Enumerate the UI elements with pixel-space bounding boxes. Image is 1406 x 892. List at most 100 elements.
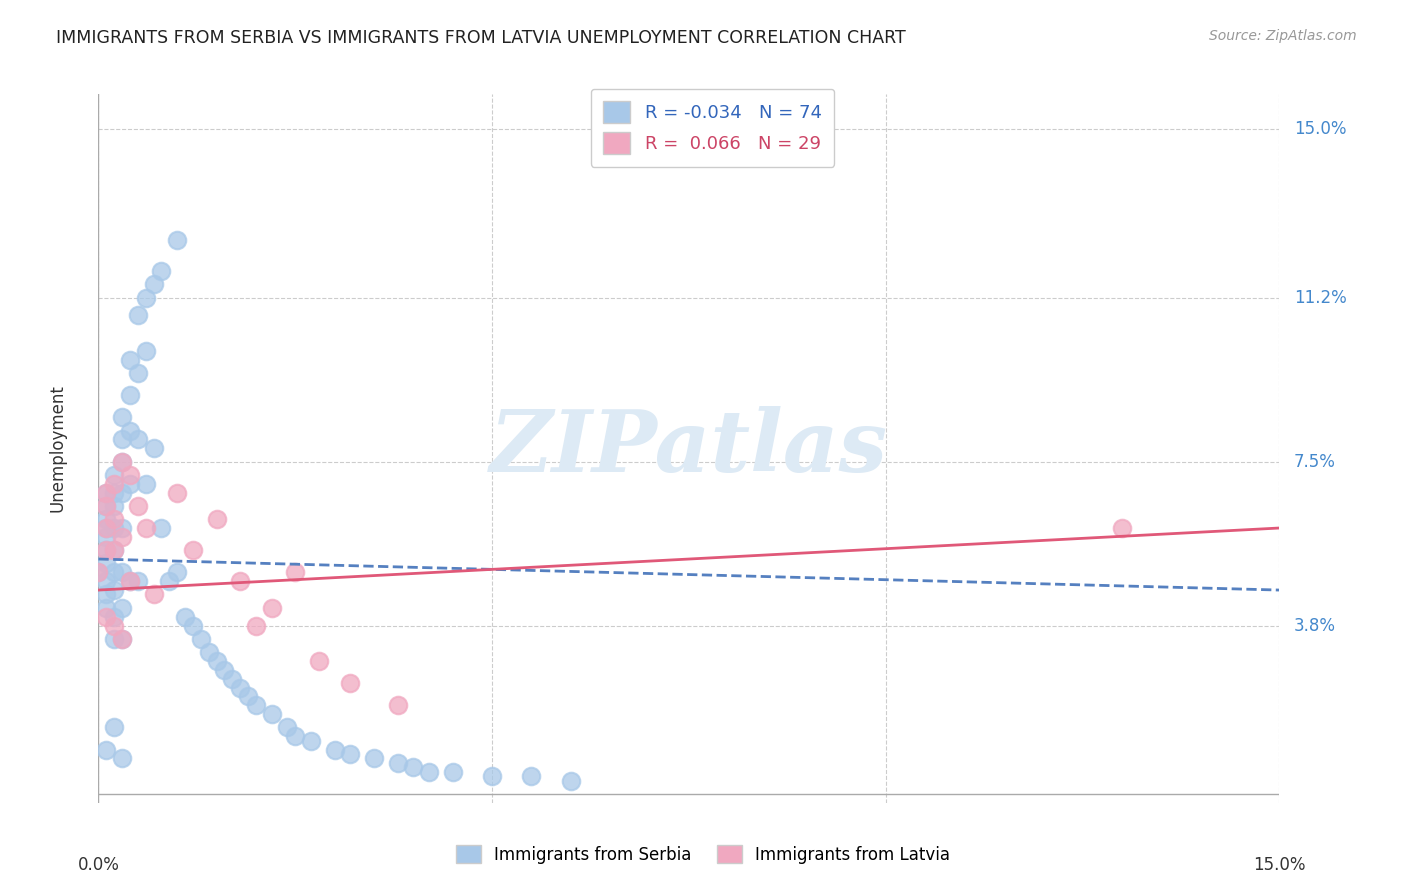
Point (111, 600, 134, 615)
Point (166, 566, 188, 580)
Point (118, 467, 141, 482)
Point (96, 557, 118, 571)
Legend: R = -0.034   N = 74, R =  0.066   N = 29: R = -0.034 N = 74, R = 0.066 N = 29 (591, 88, 835, 167)
Point (111, 632, 134, 646)
Text: 15.0%: 15.0% (1253, 856, 1306, 874)
Point (96, 485, 118, 500)
Point (103, 609, 125, 624)
Point (103, 618, 125, 632)
Point (339, 747, 361, 761)
Legend: Immigrants from Serbia, Immigrants from Latvia: Immigrants from Serbia, Immigrants from … (450, 838, 956, 871)
Point (118, 476, 141, 491)
Point (118, 574, 141, 589)
Point (197, 645, 219, 659)
Point (103, 566, 125, 580)
Point (111, 454, 134, 468)
Point (190, 632, 212, 646)
Point (157, 574, 180, 589)
Point (181, 618, 204, 632)
Point (135, 521, 157, 535)
Point (284, 566, 307, 580)
Point (135, 343, 157, 358)
Text: Source: ZipAtlas.com: Source: ZipAtlas.com (1209, 29, 1357, 43)
Point (481, 769, 503, 783)
Point (260, 707, 283, 722)
Point (308, 654, 330, 668)
Point (135, 291, 157, 305)
Point (387, 698, 409, 713)
Point (221, 672, 243, 686)
Point (96, 521, 118, 535)
Point (96, 742, 118, 756)
Point (111, 530, 134, 544)
Point (111, 433, 134, 447)
Point (96, 609, 118, 624)
Point (127, 366, 149, 380)
Point (402, 760, 425, 774)
Point (260, 600, 283, 615)
Point (205, 512, 228, 526)
Point (418, 764, 440, 779)
Point (299, 733, 322, 747)
Point (103, 543, 125, 558)
Point (103, 485, 125, 500)
Point (103, 476, 125, 491)
Point (103, 512, 125, 526)
Point (87, 566, 110, 580)
Point (323, 742, 346, 756)
Point (111, 751, 134, 765)
Point (111, 410, 134, 425)
Point (205, 654, 228, 668)
Point (387, 756, 409, 770)
Point (560, 773, 582, 788)
Point (118, 352, 141, 367)
Text: 0.0%: 0.0% (77, 856, 120, 874)
Text: 3.8%: 3.8% (1294, 616, 1336, 634)
Point (118, 574, 141, 589)
Point (142, 277, 165, 292)
Point (103, 543, 125, 558)
Point (284, 729, 307, 743)
Point (96, 499, 118, 513)
Point (236, 690, 259, 704)
Point (96, 521, 118, 535)
Point (87, 566, 110, 580)
Point (96, 499, 118, 513)
Point (96, 600, 118, 615)
Point (520, 769, 543, 783)
Point (96, 543, 118, 558)
Point (118, 424, 141, 438)
Point (127, 433, 149, 447)
Text: IMMIGRANTS FROM SERBIA VS IMMIGRANTS FROM LATVIA UNEMPLOYMENT CORRELATION CHART: IMMIGRANTS FROM SERBIA VS IMMIGRANTS FRO… (56, 29, 905, 46)
Point (150, 264, 173, 278)
Point (118, 388, 141, 402)
Point (103, 721, 125, 735)
Point (127, 574, 149, 589)
Point (111, 485, 134, 500)
Point (96, 485, 118, 500)
Point (142, 587, 165, 601)
Point (150, 521, 173, 535)
Point (166, 485, 188, 500)
Point (214, 663, 236, 677)
Point (142, 441, 165, 455)
Point (96, 574, 118, 589)
Point (339, 676, 361, 690)
Point (245, 618, 267, 632)
Text: 15.0%: 15.0% (1294, 120, 1346, 138)
Point (111, 566, 134, 580)
Text: 11.2%: 11.2% (1294, 288, 1347, 307)
Point (111, 632, 134, 646)
Point (96, 587, 118, 601)
Point (229, 574, 252, 589)
Text: Unemployment: Unemployment (48, 384, 66, 512)
Point (111, 521, 134, 535)
Text: ZIPatlas: ZIPatlas (489, 407, 889, 490)
Point (127, 499, 149, 513)
Point (103, 467, 125, 482)
Point (181, 543, 204, 558)
Point (111, 454, 134, 468)
Point (103, 583, 125, 598)
Point (276, 721, 298, 735)
Point (103, 632, 125, 646)
